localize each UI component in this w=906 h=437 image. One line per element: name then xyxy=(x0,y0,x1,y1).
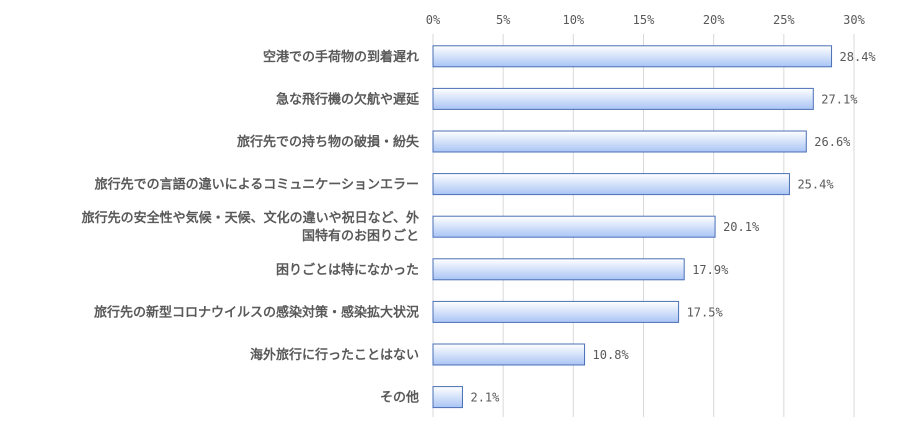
bar xyxy=(432,87,814,110)
category-label: その他 xyxy=(380,390,419,406)
bar xyxy=(432,45,833,68)
bar xyxy=(432,173,790,196)
data-labels: 28.4% 27.1% 26.6% 25.4% 20.1% 17.9% 17.5% 10.8%… xyxy=(470,50,876,405)
category-label: 急な飛行機の欠航や遅延 xyxy=(276,91,420,107)
bar xyxy=(432,343,586,366)
bar xyxy=(432,386,463,409)
category-label: 旅行先の安全性や気候・天候、文化の違いや祝日など、外 xyxy=(82,210,419,226)
category-label: 旅行先での言語の違いによるコミュニケーションエラー xyxy=(95,177,419,193)
data-label: 17.9% xyxy=(692,263,729,277)
category-label: 旅行先での持ち物の破損・紛失 xyxy=(237,134,420,150)
data-label: 17.5% xyxy=(687,305,724,319)
x-tick-label: 5% xyxy=(496,13,511,27)
bar xyxy=(432,215,716,238)
x-tick-label: 0% xyxy=(426,13,441,27)
data-label: 20.1% xyxy=(723,220,760,234)
x-tick-label: 30% xyxy=(843,13,865,27)
category-label: 国特有のお困りごと xyxy=(302,228,419,244)
category-label: 困りごとは特になかった xyxy=(276,262,419,278)
data-label: 25.4% xyxy=(797,178,834,192)
bar xyxy=(432,130,807,153)
category-label: 旅行先の新型コロナウイルスの感染対策・感染拡大状況 xyxy=(94,304,419,320)
x-tick-label: 25% xyxy=(773,13,795,27)
category-label: 空港での手荷物の到着遅れ xyxy=(263,49,419,65)
x-tick-label: 10% xyxy=(562,13,584,27)
data-label: 2.1% xyxy=(470,391,500,405)
data-label: 28.4% xyxy=(840,50,877,64)
bar xyxy=(432,300,680,323)
x-tick-label: 15% xyxy=(633,13,655,27)
bars xyxy=(432,45,833,409)
x-tick-label: 20% xyxy=(703,13,725,27)
category-labels: 空港での手荷物の到着遅れ急な飛行機の欠航や遅延旅行先での持ち物の破損・紛失旅行先… xyxy=(82,49,420,406)
data-label: 27.1% xyxy=(821,92,858,106)
data-label: 26.6% xyxy=(814,135,851,149)
x-axis-ticks: 0% 5% 10% 15% 20% 25% 30% xyxy=(426,13,866,27)
category-label: 海外旅行に行ったことはない xyxy=(250,347,419,363)
data-label: 10.8% xyxy=(593,348,630,362)
bar xyxy=(432,258,685,281)
